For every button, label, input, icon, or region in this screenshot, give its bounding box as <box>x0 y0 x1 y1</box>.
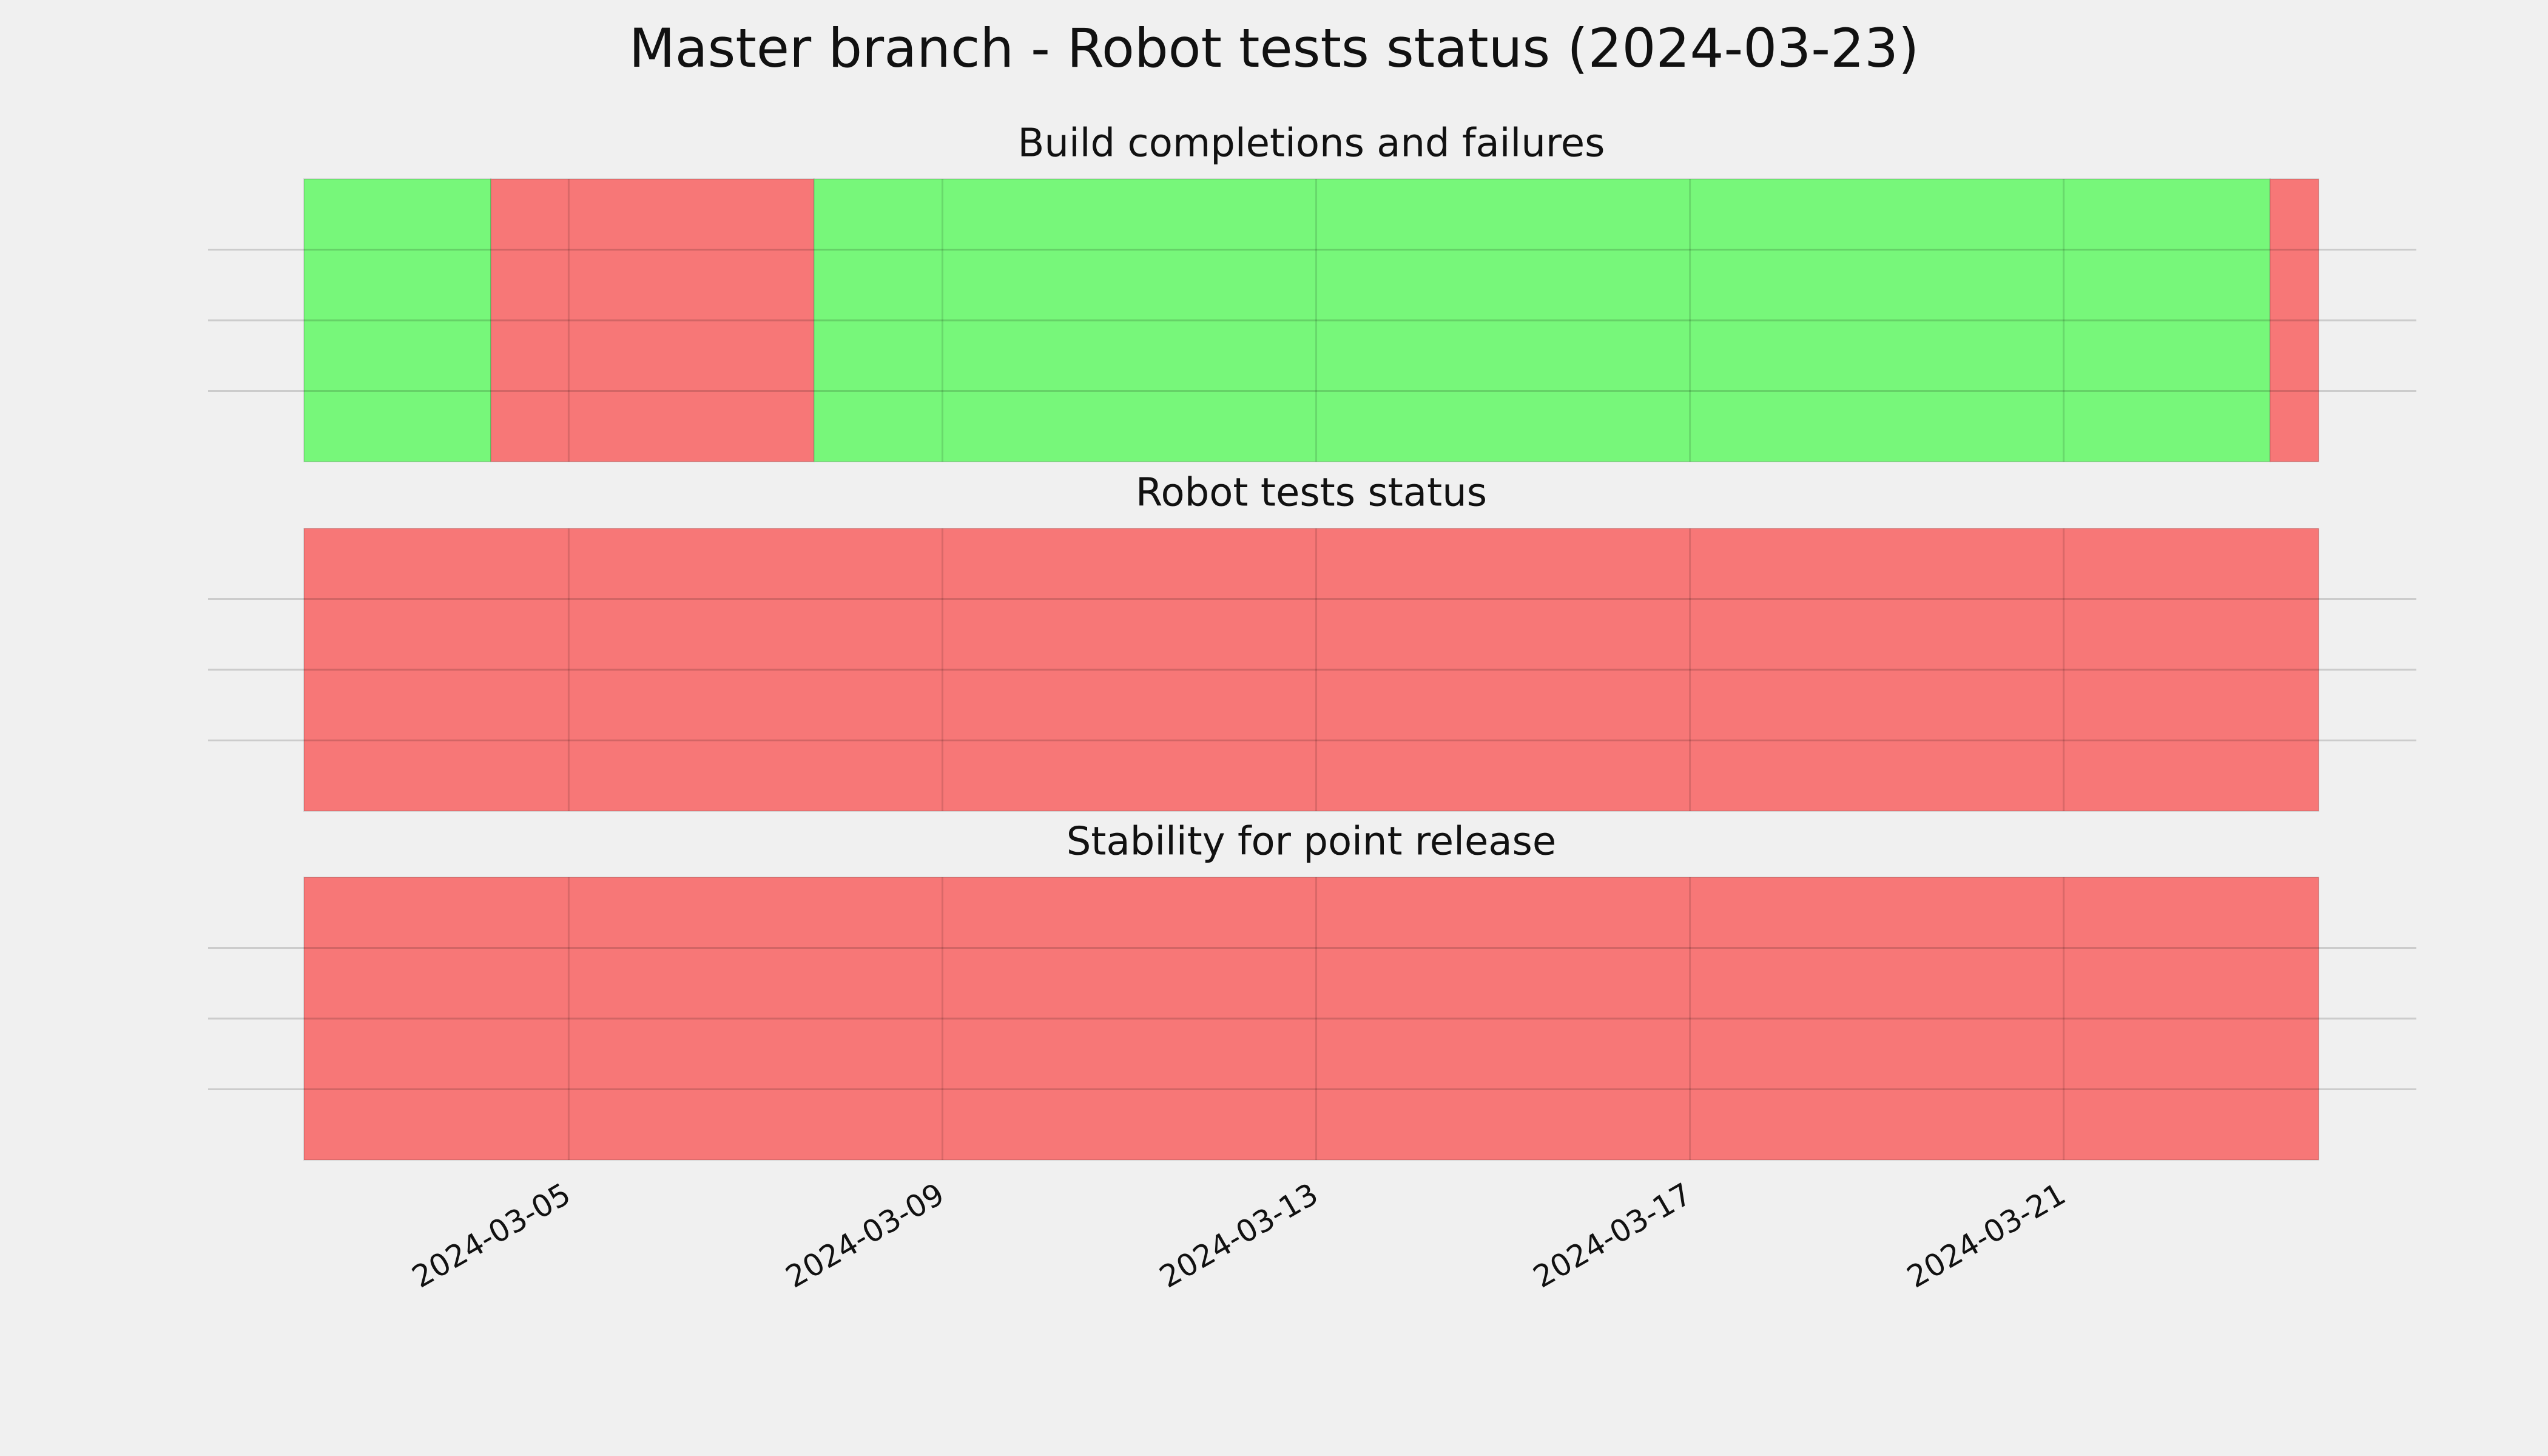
status-segment <box>490 178 815 462</box>
figure-title: Master branch - Robot tests status (2024… <box>629 17 1919 79</box>
status-segment <box>303 178 492 462</box>
status-segment <box>2269 178 2320 462</box>
panel-title: Build completions and failures <box>1018 121 1605 166</box>
status-segment <box>813 178 2271 462</box>
panel-title: Robot tests status <box>1136 471 1487 516</box>
status-segment <box>303 877 2319 1161</box>
panel-title: Stability for point release <box>1067 820 1557 864</box>
status-segment <box>303 528 2319 812</box>
